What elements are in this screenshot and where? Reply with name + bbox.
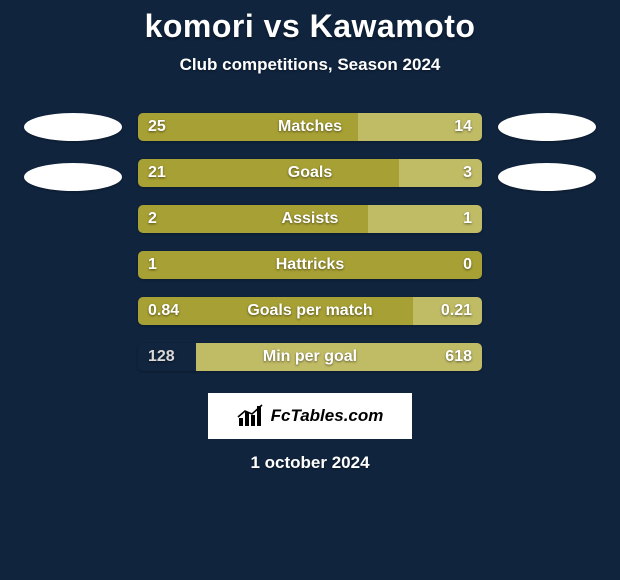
stat-bar-left — [138, 343, 196, 371]
player-left-column — [24, 113, 122, 191]
stat-bar-left — [138, 205, 368, 233]
stat-bar-track — [138, 113, 482, 141]
player-right-marker-1 — [498, 113, 596, 141]
stat-row: 213Goals — [138, 159, 482, 187]
chart-area: 2514Matches 213Goals 21Assists 10Hattricks 0… — [0, 113, 620, 371]
stat-bar-track — [138, 205, 482, 233]
stat-bar-right — [399, 159, 482, 187]
stat-row: 21Assists — [138, 205, 482, 233]
stat-bar-track — [138, 343, 482, 371]
stat-bar-left — [138, 113, 358, 141]
bar-chart-icon — [237, 404, 265, 428]
stat-bar-left — [138, 251, 482, 279]
stat-bar-right — [368, 205, 482, 233]
stat-row: 128618Min per goal — [138, 343, 482, 371]
stat-bar-right — [358, 113, 482, 141]
player-left-marker-1 — [24, 113, 122, 141]
stat-bars: 2514Matches 213Goals 21Assists 10Hattricks 0… — [138, 113, 482, 371]
stat-bar-right — [413, 297, 482, 325]
stat-bar-left — [138, 297, 413, 325]
stat-row: 10Hattricks — [138, 251, 482, 279]
stat-row: 0.840.21Goals per match — [138, 297, 482, 325]
player-left-marker-2 — [24, 163, 122, 191]
date-text: 1 october 2024 — [0, 453, 620, 473]
player-right-column — [498, 113, 596, 191]
player-right-marker-2 — [498, 163, 596, 191]
stat-bar-track — [138, 159, 482, 187]
stat-bar-track — [138, 251, 482, 279]
stat-bar-track — [138, 297, 482, 325]
stat-row: 2514Matches — [138, 113, 482, 141]
brand-text: FcTables.com — [271, 406, 384, 426]
page-subtitle: Club competitions, Season 2024 — [0, 55, 620, 75]
stat-bar-left — [138, 159, 399, 187]
stat-bar-right — [196, 343, 482, 371]
page-title: komori vs Kawamoto — [0, 8, 620, 45]
brand-logo: FcTables.com — [208, 393, 412, 439]
comparison-infographic: komori vs Kawamoto Club competitions, Se… — [0, 0, 620, 473]
